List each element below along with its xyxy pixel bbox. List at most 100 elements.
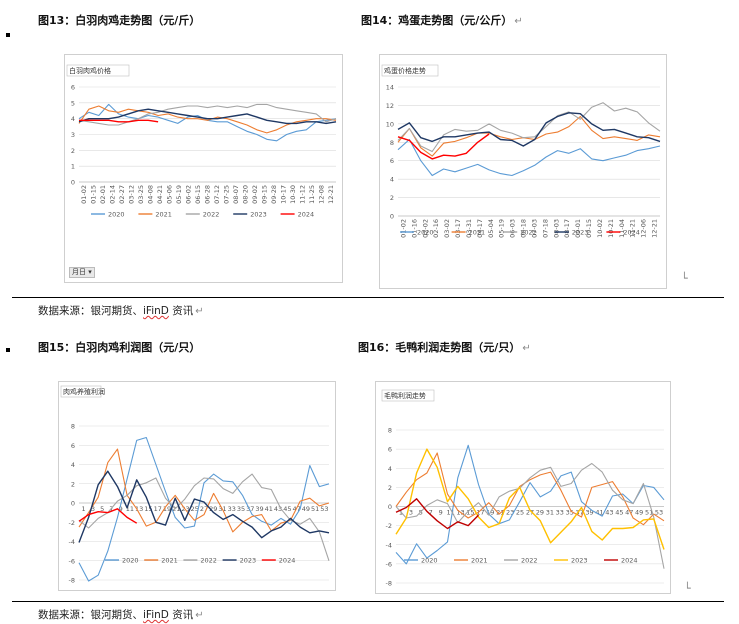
y-tick-label: 5 — [71, 99, 75, 107]
y-tick-label: 6 — [388, 446, 392, 454]
y-tick-label: 6 — [71, 84, 75, 92]
section-bullet — [6, 348, 10, 352]
legend-item-2022: 2022 — [503, 229, 537, 237]
x-tick-label: 51 — [645, 509, 653, 517]
legend-label: 2023 — [571, 557, 588, 565]
x-tick-label: 04-08 — [146, 185, 154, 204]
chart-title-box — [381, 64, 439, 77]
legend-item-2023: 2023 — [554, 229, 588, 237]
x-tick-label: 37 — [246, 505, 254, 513]
filter-dropdown-button[interactable]: 月日 ▾ — [69, 267, 95, 278]
legend-label: 2021 — [471, 557, 488, 565]
y-tick-label: 4 — [388, 465, 392, 473]
y-tick-label: 10 — [386, 120, 394, 128]
x-tick-label: 08-20 — [242, 185, 250, 204]
paragraph-mark: └ — [681, 272, 688, 285]
legend-item-2023: 2023 — [554, 557, 588, 565]
figure-15-title: 图15：白羽肉鸡利润图（元/只） — [38, 341, 201, 354]
series-line-2022 — [395, 462, 665, 569]
chart-title-box — [381, 389, 435, 402]
x-tick-label: 53 — [320, 505, 328, 513]
x-tick-label: 3 — [91, 505, 95, 513]
x-tick-label: 03-12 — [127, 185, 135, 204]
legend-label: 2021 — [161, 557, 178, 565]
y-tick-label: 8 — [388, 427, 392, 435]
x-tick-label: 17 — [476, 509, 484, 517]
x-tick-label: 07-03 — [530, 219, 538, 238]
x-tick-label: 04-21 — [156, 185, 164, 204]
x-tick-label: 15 — [466, 509, 474, 517]
legend-item-2023: 2023 — [233, 211, 267, 219]
x-tick-label: 01-02 — [399, 219, 407, 238]
legend-label: 2021 — [155, 211, 172, 219]
legend-item-2024: 2024 — [261, 557, 295, 565]
x-tick-label: 07-12 — [213, 185, 221, 204]
x-tick-label: 07-18 — [541, 219, 549, 238]
x-tick-label: 45 — [615, 509, 623, 517]
y-tick-label: 2 — [390, 194, 394, 202]
x-tick-label: 01-16 — [410, 219, 418, 238]
legend-item-2020: 2020 — [404, 557, 438, 565]
chart-broiler-profit: 肉鸡养殖利润 8 6 4 2 0 -2 -4 -6 -8 1 3 5 7 9 11 13 15 17 19 21 23 25… — [58, 381, 336, 591]
chart-title-box — [66, 64, 130, 77]
x-tick-label: 03-17 — [454, 219, 462, 238]
series-line-2022 — [78, 103, 337, 126]
x-tick-label: 19 — [163, 505, 171, 513]
figure-14-title: 图14：鸡蛋走势图（元/公斤） ↵ — [361, 14, 523, 27]
y-tick-label: 3 — [71, 131, 75, 139]
x-tick-label: 17 — [154, 505, 162, 513]
divider-line — [12, 297, 724, 298]
series-line-2023 — [78, 470, 330, 543]
series-line-2020 — [397, 138, 661, 177]
section-bullet — [6, 33, 10, 37]
series-line-2024 — [395, 498, 479, 530]
x-tick-label: 02-01 — [99, 185, 107, 204]
x-tick-label: 39 — [585, 509, 593, 517]
chart-duck-profit: 毛鸭利润走势 8 6 4 2 0 -2 -4 -6 -8 1 3 5 7 9 11 13 15 17 19 21 23 25… — [375, 381, 671, 594]
legend-item-2022: 2022 — [185, 211, 219, 219]
x-tick-label: 1 — [82, 505, 86, 513]
series-line-2022 — [78, 473, 330, 561]
series-line-2021 — [78, 105, 337, 134]
chart-title: 毛鸭利润走势 — [384, 391, 426, 400]
x-tick-label: 21 — [172, 505, 180, 513]
x-tick-label: 09-15 — [261, 185, 269, 204]
legend-label: 2020 — [421, 557, 438, 565]
x-tick-label: 11-04 — [618, 219, 626, 238]
series-line-2023 — [397, 112, 661, 147]
figure-13-title: 图13：白羽肉鸡走势图（元/斤） — [38, 14, 201, 27]
x-tick-label: 10-17 — [280, 185, 288, 204]
y-tick-label: -2 — [69, 519, 75, 527]
y-tick-label: 6 — [71, 442, 75, 450]
x-tick-label: 27 — [200, 505, 208, 513]
x-tick-label: 41 — [595, 509, 603, 517]
x-tick-label: 07-25 — [223, 185, 231, 204]
x-tick-label: 25 — [516, 509, 524, 517]
x-tick-label: 01-02 — [80, 185, 88, 204]
legend-label: 2020 — [122, 557, 139, 565]
x-tick-label: 11-12 — [299, 185, 307, 204]
x-tick-label: 02-27 — [118, 185, 126, 204]
x-tick-label: 3 — [409, 509, 413, 517]
x-tick-label: 06-18 — [520, 219, 528, 238]
x-tick-label: 33 — [228, 505, 236, 513]
y-tick-label: 0 — [388, 503, 392, 511]
chart-egg-price: 鸡蛋价格走势 0 2 4 6 8 10 12 14 01-02 01-16 02-02 02-16 03-… — [379, 54, 667, 289]
y-tick-label: 2 — [71, 480, 75, 488]
x-tick-label: 04-17 — [476, 219, 484, 238]
series-line-2020 — [395, 444, 665, 565]
x-tick-label: 05-04 — [487, 219, 495, 238]
x-tick-label: 02-02 — [421, 219, 429, 238]
x-tick-label: 09-28 — [270, 185, 278, 204]
y-tick-label: 6 — [390, 157, 394, 165]
x-tick-label: 53 — [655, 509, 663, 517]
series-line-2024 — [78, 508, 138, 524]
data-source-note: 数据来源：银河期货、iFinD 资讯 ↵ — [38, 609, 204, 621]
y-tick-label: -2 — [386, 522, 392, 530]
x-tick-label: 33 — [556, 509, 564, 517]
legend-label: 2022 — [521, 557, 538, 565]
x-tick-label: 09-02 — [251, 185, 259, 204]
legend-item-2024: 2024 — [604, 557, 638, 565]
